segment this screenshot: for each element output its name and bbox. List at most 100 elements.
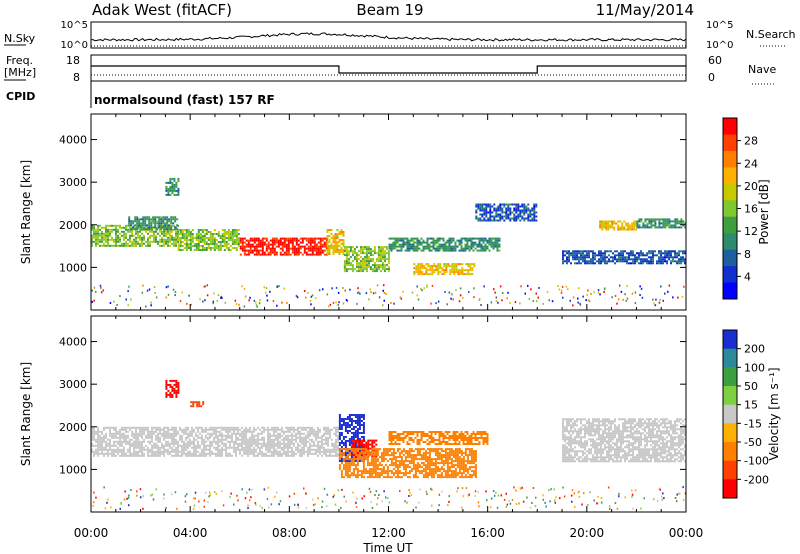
- power-cell: [640, 218, 643, 221]
- power-cell: [301, 245, 304, 248]
- power-cell: [295, 251, 298, 254]
- power-cell: [203, 235, 206, 237]
- power-cell: [493, 219, 496, 222]
- velocity-cell: [175, 381, 178, 384]
- power-cell: [297, 253, 300, 256]
- velocity-cell: [400, 476, 403, 479]
- power-cell: [295, 249, 298, 252]
- power-cell: [490, 237, 493, 240]
- velocity-cell: [378, 476, 381, 479]
- velocity-cell: [129, 440, 131, 443]
- velocity-cell: [396, 464, 399, 467]
- velocity-cell: [338, 414, 341, 416]
- velocity-cell: [91, 436, 93, 439]
- velocity-cell: [329, 428, 331, 431]
- velocity-cell: [337, 428, 339, 431]
- power-speckle: [266, 294, 268, 297]
- power-speckle: [213, 292, 215, 295]
- velocity-cell: [91, 428, 93, 431]
- velocity-cell: [390, 460, 393, 463]
- velocity-cell: [219, 430, 221, 433]
- power-cell: [580, 262, 582, 265]
- velocity-cell: [159, 446, 161, 449]
- power-speckle: [249, 296, 251, 299]
- power-cell: [468, 247, 471, 250]
- velocity-cell: [362, 422, 365, 424]
- power-cell: [668, 224, 671, 227]
- power-cell: [377, 248, 380, 251]
- velocity-cell: [151, 434, 153, 437]
- power-cell: [576, 258, 578, 261]
- velocity-cell: [93, 434, 95, 437]
- power-cell: [253, 249, 256, 252]
- velocity-cell: [147, 454, 149, 457]
- power-cell: [128, 218, 131, 221]
- power-ytick-label: 4000: [59, 134, 87, 147]
- power-cell: [199, 245, 202, 247]
- power-cell: [219, 241, 222, 243]
- power-cell: [652, 218, 655, 221]
- velocity-cell: [237, 436, 239, 439]
- velocity-cell: [101, 430, 103, 433]
- power-cell: [618, 258, 620, 261]
- velocity-cell: [195, 432, 197, 435]
- power-cell: [117, 244, 119, 247]
- velocity-cell: [195, 434, 197, 437]
- freq-label-1: Freq.: [6, 54, 33, 67]
- power-cell: [241, 247, 244, 250]
- power-cell: [422, 241, 425, 244]
- velocity-cell: [307, 440, 309, 443]
- power-cell: [187, 235, 190, 237]
- power-cell: [338, 245, 341, 247]
- power-cell: [165, 193, 168, 196]
- power-cell: [492, 247, 495, 250]
- velocity-cell: [367, 443, 370, 446]
- velocity-cell: [358, 426, 361, 428]
- power-cell: [629, 224, 632, 227]
- velocity-cell: [380, 454, 383, 457]
- velocity-cell: [315, 430, 317, 433]
- power-cell: [326, 247, 329, 249]
- velocity-cell: [231, 434, 233, 437]
- power-speckle: [499, 285, 502, 288]
- velocity-cell: [177, 383, 180, 386]
- power-cell: [499, 213, 502, 216]
- power-cell: [249, 249, 252, 252]
- power-speckle: [202, 300, 204, 303]
- velocity-cell: [259, 442, 261, 445]
- power-cell: [650, 220, 653, 223]
- velocity-cell: [163, 436, 165, 439]
- velocity-cell: [183, 444, 185, 447]
- power-cell: [227, 237, 230, 239]
- velocity-cell: [97, 426, 99, 429]
- velocity-cell: [209, 454, 211, 457]
- power-cell: [167, 189, 170, 192]
- power-cell: [325, 239, 328, 242]
- power-cell: [259, 245, 262, 248]
- power-cell: [406, 249, 409, 252]
- velocity-cell: [141, 454, 143, 457]
- power-cell: [487, 219, 490, 222]
- velocity-cell: [384, 450, 387, 453]
- velocity-cell: [157, 452, 159, 455]
- power-cell: [119, 224, 121, 227]
- power-cell: [562, 260, 564, 263]
- velocity-cell: [293, 450, 295, 453]
- velocity-cell: [247, 444, 249, 447]
- power-cell: [670, 262, 672, 265]
- power-cell: [371, 258, 374, 261]
- power-cell: [631, 226, 634, 229]
- power-cell: [291, 239, 294, 242]
- power-cell: [144, 220, 147, 223]
- velocity-cell: [301, 428, 303, 431]
- power-cell: [562, 252, 564, 255]
- power-cell: [410, 243, 413, 246]
- velocity-cell: [402, 462, 405, 465]
- velocity-cell: [231, 446, 233, 449]
- power-cell: [638, 226, 641, 229]
- power-cell: [499, 203, 502, 206]
- power-cell: [291, 237, 294, 240]
- power-cell: [177, 179, 180, 182]
- power-cell: [662, 220, 665, 223]
